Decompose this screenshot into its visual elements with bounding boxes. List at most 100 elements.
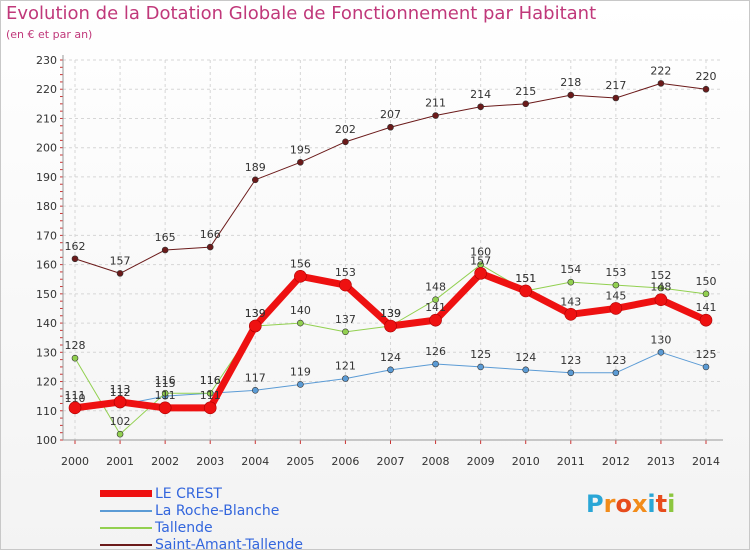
data-point-saint-amant-tallende: [612, 94, 620, 102]
data-label-tallende: 137: [335, 313, 356, 326]
legend-swatch: [100, 490, 152, 497]
data-point-le-crest: [564, 308, 578, 321]
data-label-tallende: 151: [515, 272, 536, 285]
data-label-saint-amant-tallende: 165: [155, 231, 176, 244]
data-label-la-roche-blanche: 123: [605, 354, 626, 367]
data-point-le-crest: [519, 284, 533, 298]
data-point-saint-amant-tallende: [161, 246, 169, 254]
data-point-le-crest: [294, 270, 307, 283]
data-point-la-roche-blanche: [567, 369, 575, 377]
data-point-saint-amant-tallende: [387, 123, 394, 131]
y-tick-label: 130: [36, 346, 57, 359]
y-tick-label: 150: [36, 288, 57, 301]
data-point-tallende: [657, 284, 665, 292]
data-label-la-roche-blanche: 116: [200, 374, 221, 387]
x-tick-label: 2007: [377, 455, 405, 468]
data-point-la-roche-blanche: [522, 366, 530, 374]
data-label-la-roche-blanche: 124: [515, 351, 536, 364]
data-label-la-roche-blanche: 126: [425, 345, 446, 358]
data-label-tallende: 102: [110, 415, 131, 428]
data-point-le-crest: [339, 278, 352, 292]
data-point-saint-amant-tallende: [116, 270, 124, 277]
data-point-tallende: [71, 354, 79, 362]
data-label-la-roche-blanche: 123: [560, 354, 581, 367]
data-point-saint-amant-tallende: [477, 103, 484, 111]
logo-letter: i: [647, 490, 656, 518]
data-point-la-roche-blanche: [387, 366, 394, 374]
x-tick-label: 2000: [61, 455, 89, 468]
data-label-le-crest: 145: [605, 289, 626, 302]
data-point-saint-amant-tallende: [71, 255, 79, 263]
data-point-tallende: [612, 281, 620, 289]
data-label-saint-amant-tallende: 211: [425, 97, 446, 110]
data-label-saint-amant-tallende: 157: [110, 254, 131, 267]
data-point-saint-amant-tallende: [432, 112, 439, 119]
data-label-le-crest: 139: [380, 307, 401, 320]
data-label-saint-amant-tallende: 162: [65, 240, 86, 253]
data-label-saint-amant-tallende: 166: [200, 228, 221, 241]
x-tick-label: 2001: [106, 455, 134, 468]
data-label-saint-amant-tallende: 214: [470, 88, 491, 101]
data-label-saint-amant-tallende: 220: [696, 70, 717, 83]
data-point-saint-amant-tallende: [251, 176, 259, 184]
y-tick-label: 140: [36, 317, 57, 330]
data-point-tallende: [116, 430, 124, 438]
data-label-saint-amant-tallende: 189: [245, 161, 266, 174]
x-tick-label: 2011: [557, 455, 585, 468]
data-label-le-crest: 156: [290, 257, 311, 270]
data-label-la-roche-blanche: 119: [290, 365, 311, 378]
x-tick-label: 2008: [422, 455, 450, 468]
data-point-le-crest: [248, 319, 262, 333]
legend-label: LE CREST: [155, 486, 222, 502]
data-point-saint-amant-tallende: [522, 100, 530, 108]
data-point-le-crest: [429, 313, 442, 327]
logo-letter: P: [586, 490, 604, 518]
data-label-saint-amant-tallende: 202: [335, 123, 356, 136]
data-label-tallende: 153: [605, 266, 626, 279]
data-label-le-crest: 111: [155, 389, 176, 402]
data-label-saint-amant-tallende: 195: [290, 143, 311, 156]
x-tick-label: 2010: [512, 455, 540, 468]
data-point-saint-amant-tallende: [657, 80, 665, 87]
y-tick-label: 230: [36, 54, 57, 67]
data-label-le-crest: 141: [425, 301, 446, 314]
data-label-tallende: 128: [65, 339, 86, 352]
logo-letter: i: [667, 490, 676, 518]
data-label-la-roche-blanche: 121: [335, 360, 356, 373]
y-tick-label: 210: [36, 112, 57, 125]
data-label-tallende: 152: [650, 269, 671, 282]
data-point-la-roche-blanche: [657, 349, 665, 356]
chart-subtitle: (en € et par an): [6, 28, 93, 41]
logo-letter: t: [655, 490, 668, 518]
data-label-le-crest: 148: [650, 281, 671, 294]
chart-title: Evolution de la Dotation Globale de Fonc…: [6, 3, 597, 24]
y-tick-label: 120: [36, 376, 57, 389]
data-label-la-roche-blanche: 130: [650, 333, 671, 346]
legend-label: La Roche-Blanche: [155, 503, 280, 519]
logo-letter: r: [603, 490, 616, 518]
data-point-la-roche-blanche: [342, 375, 349, 382]
y-tick-label: 110: [36, 405, 57, 418]
y-tick-label: 180: [36, 200, 57, 213]
data-label-le-crest: 111: [65, 389, 86, 402]
data-point-saint-amant-tallende: [297, 159, 304, 166]
data-label-tallende: 150: [696, 275, 717, 288]
data-point-tallende: [432, 296, 439, 303]
data-point-le-crest: [158, 401, 172, 415]
legend-label: Tallende: [155, 520, 213, 536]
logo-letter: o: [615, 490, 632, 518]
data-point-le-crest: [609, 302, 623, 315]
x-tick-label: 2002: [151, 455, 179, 468]
data-point-tallende: [161, 389, 169, 397]
data-point-la-roche-blanche: [297, 381, 304, 388]
data-label-la-roche-blanche: 125: [470, 348, 491, 361]
data-point-la-roche-blanche: [477, 363, 484, 371]
data-label-le-crest: 157: [470, 254, 491, 267]
data-label-le-crest: 143: [560, 295, 581, 308]
data-label-le-crest: 141: [696, 301, 717, 314]
data-point-la-roche-blanche: [432, 360, 439, 368]
data-label-le-crest: 151: [515, 272, 536, 285]
y-tick-label: 170: [36, 229, 57, 242]
data-point-le-crest: [68, 401, 82, 415]
data-label-le-crest: 153: [335, 266, 356, 279]
